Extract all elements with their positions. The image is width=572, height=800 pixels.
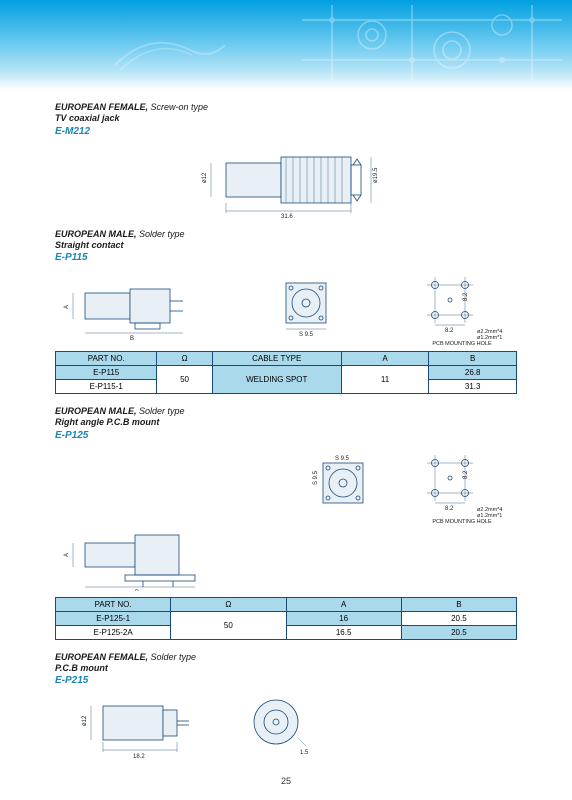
- th-partno: PART NO.: [56, 597, 171, 611]
- table-row: E-P115 50 WELDING SPOT 11 26.8: [56, 366, 517, 380]
- svg-text:18.2: 18.2: [133, 754, 145, 760]
- section-ep125: EUROPEAN MALE, Solder type Right angle P…: [55, 406, 517, 640]
- section-ep215: EUROPEAN FEMALE, Solder type P.C.B mount…: [55, 652, 517, 763]
- banner-swirl-graphic: [110, 25, 230, 80]
- partcode-ep115: E-P115: [55, 252, 517, 263]
- table-row: E-P125-1 50 16 20.5: [56, 611, 517, 625]
- svg-text:PCB MOUNTING HOLE: PCB MOUNTING HOLE: [432, 519, 492, 523]
- svg-text:S 9.5: S 9.5: [335, 456, 350, 462]
- diagram-ep125-side: A B: [55, 529, 517, 591]
- svg-text:B: B: [130, 336, 134, 341]
- diagram-em212: ø12 ø19.5 31.6: [55, 141, 517, 219]
- svg-text:PCB MOUNTING HOLE: PCB MOUNTING HOLE: [432, 341, 492, 345]
- banner-circuit-graphic: [302, 5, 562, 80]
- table-row: E-P125-2A 16.5 20.5: [56, 625, 517, 639]
- heading-ep215: EUROPEAN FEMALE, Solder type P.C.B mount: [55, 652, 517, 675]
- th-ohm: Ω: [171, 597, 286, 611]
- table-ep125: PART NO. Ω A B E-P125-1 50 16 20.5 E-P12…: [55, 597, 517, 640]
- th-b: B: [429, 352, 517, 366]
- section-ep115: EUROPEAN MALE, Solder type Straight cont…: [55, 229, 517, 395]
- th-a: A: [286, 597, 401, 611]
- svg-text:ø19.5: ø19.5: [373, 166, 379, 182]
- section-em212: EUROPEAN FEMALE, Screw-on type TV coaxia…: [55, 102, 517, 219]
- svg-text:8.2: 8.2: [445, 506, 454, 512]
- svg-text:S 9.5: S 9.5: [313, 470, 319, 485]
- svg-text:8.2: 8.2: [463, 469, 469, 478]
- diagram-ep125-top: S 9.5 S 9.5 8.2 8.2 ø2.2mm*4 ø1.2mm*1 PC…: [55, 445, 517, 523]
- heading-ep125: EUROPEAN MALE, Solder type Right angle P…: [55, 406, 517, 429]
- heading-em212: EUROPEAN FEMALE, Screw-on type TV coaxia…: [55, 102, 517, 125]
- diagram-ep215: ø12 18.2 1.5: [55, 690, 517, 762]
- th-b: B: [401, 597, 516, 611]
- partcode-em212: E-M212: [55, 126, 517, 137]
- page-body: EUROPEAN FEMALE, Screw-on type TV coaxia…: [0, 90, 572, 762]
- svg-text:1.5: 1.5: [300, 750, 309, 756]
- svg-text:8.2: 8.2: [463, 292, 469, 301]
- svg-text:ø12: ø12: [82, 715, 88, 726]
- th-ohm: Ω: [157, 352, 212, 366]
- svg-text:31.6: 31.6: [281, 214, 293, 219]
- svg-text:S 9.5: S 9.5: [299, 332, 314, 338]
- th-cable: CABLE TYPE: [212, 352, 341, 366]
- table-ep115: PART NO. Ω CABLE TYPE A B E-P115 50 WELD…: [55, 351, 517, 394]
- heading-ep115: EUROPEAN MALE, Solder type Straight cont…: [55, 229, 517, 252]
- svg-text:B: B: [135, 590, 139, 591]
- partcode-ep125: E-P125: [55, 430, 517, 441]
- page-number: 25: [0, 776, 572, 786]
- svg-text:A: A: [64, 552, 70, 556]
- partcode-ep215: E-P215: [55, 675, 517, 686]
- th-partno: PART NO.: [56, 352, 157, 366]
- th-a: A: [341, 352, 429, 366]
- diagram-ep115: A B S 9.5 8.2: [55, 267, 517, 345]
- svg-text:8.2: 8.2: [445, 328, 454, 334]
- svg-text:A: A: [64, 305, 70, 309]
- top-banner: [0, 0, 572, 90]
- svg-text:ø12: ø12: [202, 171, 208, 182]
